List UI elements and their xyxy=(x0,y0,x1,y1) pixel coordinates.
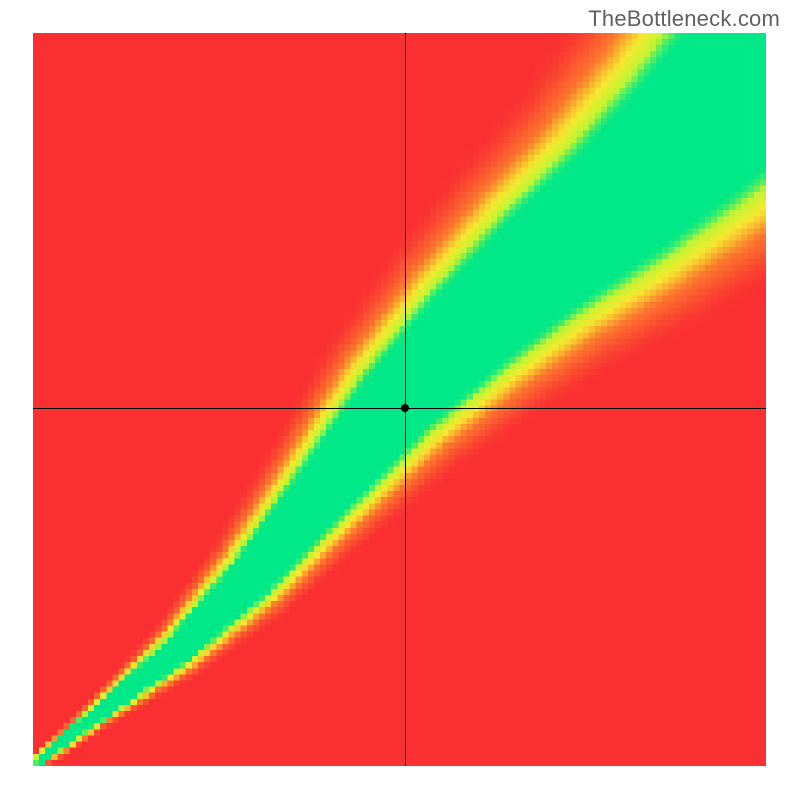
heatmap-canvas xyxy=(33,33,766,766)
crosshair-point xyxy=(401,404,409,412)
watermark-text: TheBottleneck.com xyxy=(588,6,780,32)
plot-area xyxy=(33,33,766,766)
chart-root: TheBottleneck.com xyxy=(0,0,800,800)
